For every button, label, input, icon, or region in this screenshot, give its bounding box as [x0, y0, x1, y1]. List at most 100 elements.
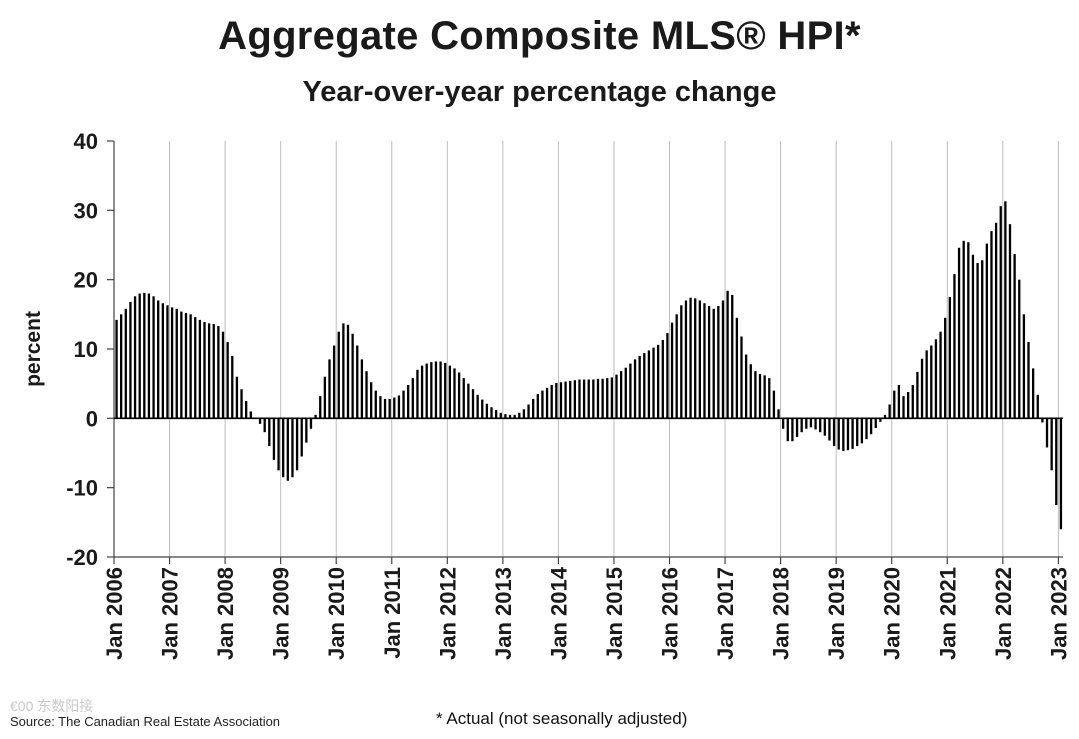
- bar: [990, 231, 993, 419]
- bar: [124, 308, 127, 419]
- bar: [277, 418, 280, 471]
- bar: [332, 345, 336, 419]
- bar: [768, 378, 771, 419]
- bar: [661, 339, 664, 419]
- y-tick-label: 40: [74, 129, 98, 154]
- bar: [138, 293, 141, 419]
- bar: [305, 418, 308, 443]
- bar-series: [115, 201, 1063, 530]
- bar: [1008, 224, 1012, 419]
- bar: [782, 418, 785, 429]
- bar: [129, 301, 132, 419]
- bar: [948, 297, 951, 419]
- bar: [721, 300, 725, 419]
- bar: [684, 300, 688, 419]
- bar: [1022, 314, 1026, 419]
- bar: [180, 311, 183, 419]
- bar: [374, 390, 377, 419]
- x-tick-label: Jan 2018: [769, 567, 794, 660]
- bar: [944, 317, 947, 419]
- bar: [536, 394, 539, 419]
- bar: [235, 376, 239, 419]
- bar: [467, 383, 470, 419]
- bar: [508, 414, 512, 419]
- bar: [184, 312, 188, 419]
- bar: [272, 418, 276, 460]
- bar: [1059, 418, 1063, 530]
- bar: [994, 222, 998, 419]
- bar: [407, 385, 410, 419]
- bar: [578, 379, 581, 419]
- bar: [856, 418, 859, 447]
- bar: [541, 390, 544, 419]
- bar: [967, 242, 970, 419]
- x-tick-label: Jan 2008: [213, 567, 238, 660]
- bar: [680, 305, 683, 419]
- bar: [809, 418, 813, 428]
- bar: [726, 290, 729, 419]
- bar: [675, 314, 678, 419]
- bar: [342, 323, 345, 419]
- bar: [860, 418, 864, 444]
- bar: [869, 418, 873, 435]
- bar: [698, 300, 701, 419]
- bar: [439, 361, 442, 419]
- bar: [874, 418, 877, 429]
- x-tick-label: Jan 2020: [880, 567, 905, 660]
- bar: [550, 385, 553, 419]
- bar: [606, 378, 609, 419]
- bar: [930, 345, 933, 419]
- bar: [402, 390, 405, 419]
- bar: [133, 296, 137, 419]
- y-tick-label: 0: [86, 406, 98, 431]
- bar: [851, 418, 854, 449]
- bar: [587, 379, 590, 419]
- bar: [601, 378, 604, 419]
- x-tick-label: Jan 2021: [935, 567, 960, 660]
- bar: [629, 363, 632, 419]
- y-tick-label: 10: [74, 337, 98, 362]
- bar: [717, 306, 720, 419]
- bar: [393, 397, 396, 419]
- chart-subtitle: Year-over-year percentage change: [302, 76, 777, 108]
- bar: [633, 359, 637, 419]
- bar: [189, 314, 192, 419]
- footnote: * Actual (not seasonally adjusted): [436, 709, 688, 728]
- bar: [527, 404, 530, 419]
- bar: [1055, 418, 1058, 505]
- bar: [360, 359, 364, 419]
- x-tick-label: Jan 2010: [324, 567, 349, 660]
- bar: [712, 308, 715, 419]
- bar: [559, 382, 563, 419]
- bar: [462, 378, 465, 419]
- bar: [166, 305, 169, 419]
- bar: [157, 300, 160, 419]
- bar: [842, 418, 845, 451]
- x-tick-label: Jan 2009: [269, 567, 294, 660]
- watermark: €00 东数阳接: [10, 698, 94, 714]
- bar: [481, 399, 484, 419]
- bar: [212, 324, 215, 419]
- bar: [582, 379, 586, 419]
- bar: [754, 371, 757, 419]
- y-tick-labels: 40 30 20 10 0 -10 -20: [66, 129, 98, 570]
- bar: [1004, 201, 1007, 419]
- bar: [879, 418, 882, 422]
- bar: [795, 418, 799, 438]
- bar: [370, 382, 373, 419]
- bar: [805, 418, 808, 429]
- bar: [592, 379, 595, 419]
- bar: [226, 342, 229, 419]
- bar: [249, 411, 252, 419]
- bar: [411, 378, 414, 419]
- bar: [231, 355, 234, 419]
- bar: [1027, 342, 1030, 419]
- chart-title: Aggregate Composite MLS® HPI*: [218, 14, 861, 58]
- bar: [615, 374, 618, 419]
- bar: [689, 297, 692, 419]
- x-tick-label: Jan 2012: [435, 567, 460, 660]
- y-axis-label: percent: [22, 311, 45, 387]
- x-tick-label: Jan 2014: [546, 566, 571, 660]
- bar: [911, 385, 914, 419]
